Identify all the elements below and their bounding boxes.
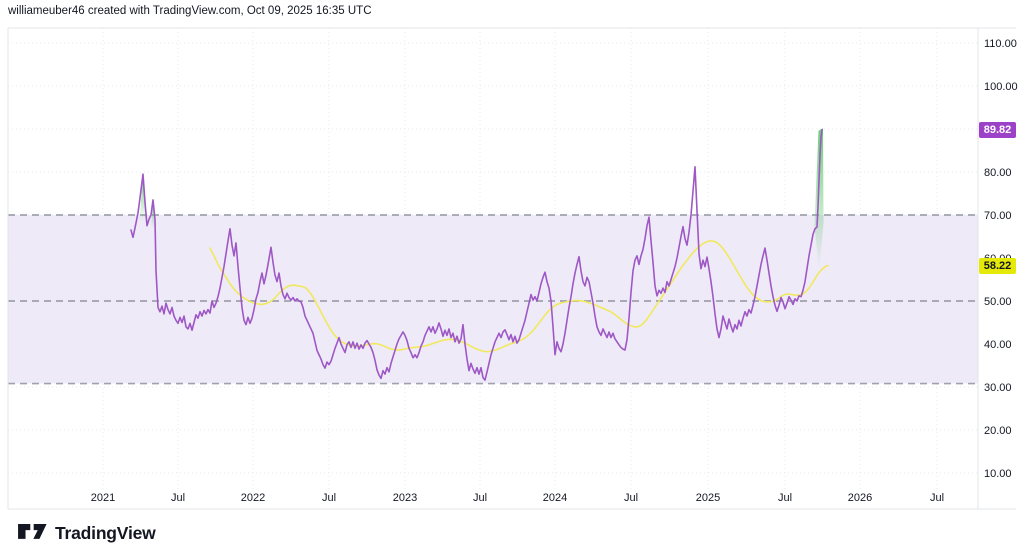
sma-line (209, 240, 829, 353)
x-axis-label: Jul (930, 492, 944, 504)
price-line (130, 128, 823, 381)
x-axis-label: Jul (322, 492, 336, 504)
tradingview-logo[interactable]: TradingView (18, 523, 156, 544)
y-axis-label: 10.00 (984, 468, 1012, 480)
y-axis-label: 20.00 (984, 425, 1012, 437)
x-axis-label: Jul (171, 492, 185, 504)
last-price-badge: 89.82 (979, 121, 1016, 138)
x-axis-label: 2024 (543, 492, 567, 504)
x-axis-label: Jul (778, 492, 792, 504)
ma-price-badge: 58.22 (979, 257, 1016, 274)
y-axis-label: 100.00 (984, 81, 1018, 93)
x-axis-label: 2023 (393, 492, 417, 504)
x-axis-label: 2026 (848, 492, 872, 504)
x-axis-label: 2022 (241, 492, 265, 504)
y-axis-label: 80.00 (984, 167, 1012, 179)
tradingview-logo-icon (18, 524, 47, 539)
y-axis-label: 50.00 (984, 296, 1012, 308)
time-axis[interactable] (8, 486, 978, 509)
x-axis-label: Jul (473, 492, 487, 504)
y-axis-label: 110.00 (984, 38, 1017, 50)
spike-glow-jun-2021 (139, 172, 147, 222)
level-band (8, 215, 978, 384)
y-axis-label: 70.00 (984, 210, 1012, 222)
x-axis-label: Jul (624, 492, 638, 504)
attribution-text: williameuber46 created with TradingView.… (8, 5, 372, 17)
x-axis-label: 2025 (696, 492, 720, 504)
tradingview-logo-text: TradingView (55, 523, 156, 543)
x-axis-label: 2021 (91, 492, 115, 504)
y-axis-label: 40.00 (984, 339, 1012, 351)
y-axis-label: 30.00 (984, 382, 1012, 394)
